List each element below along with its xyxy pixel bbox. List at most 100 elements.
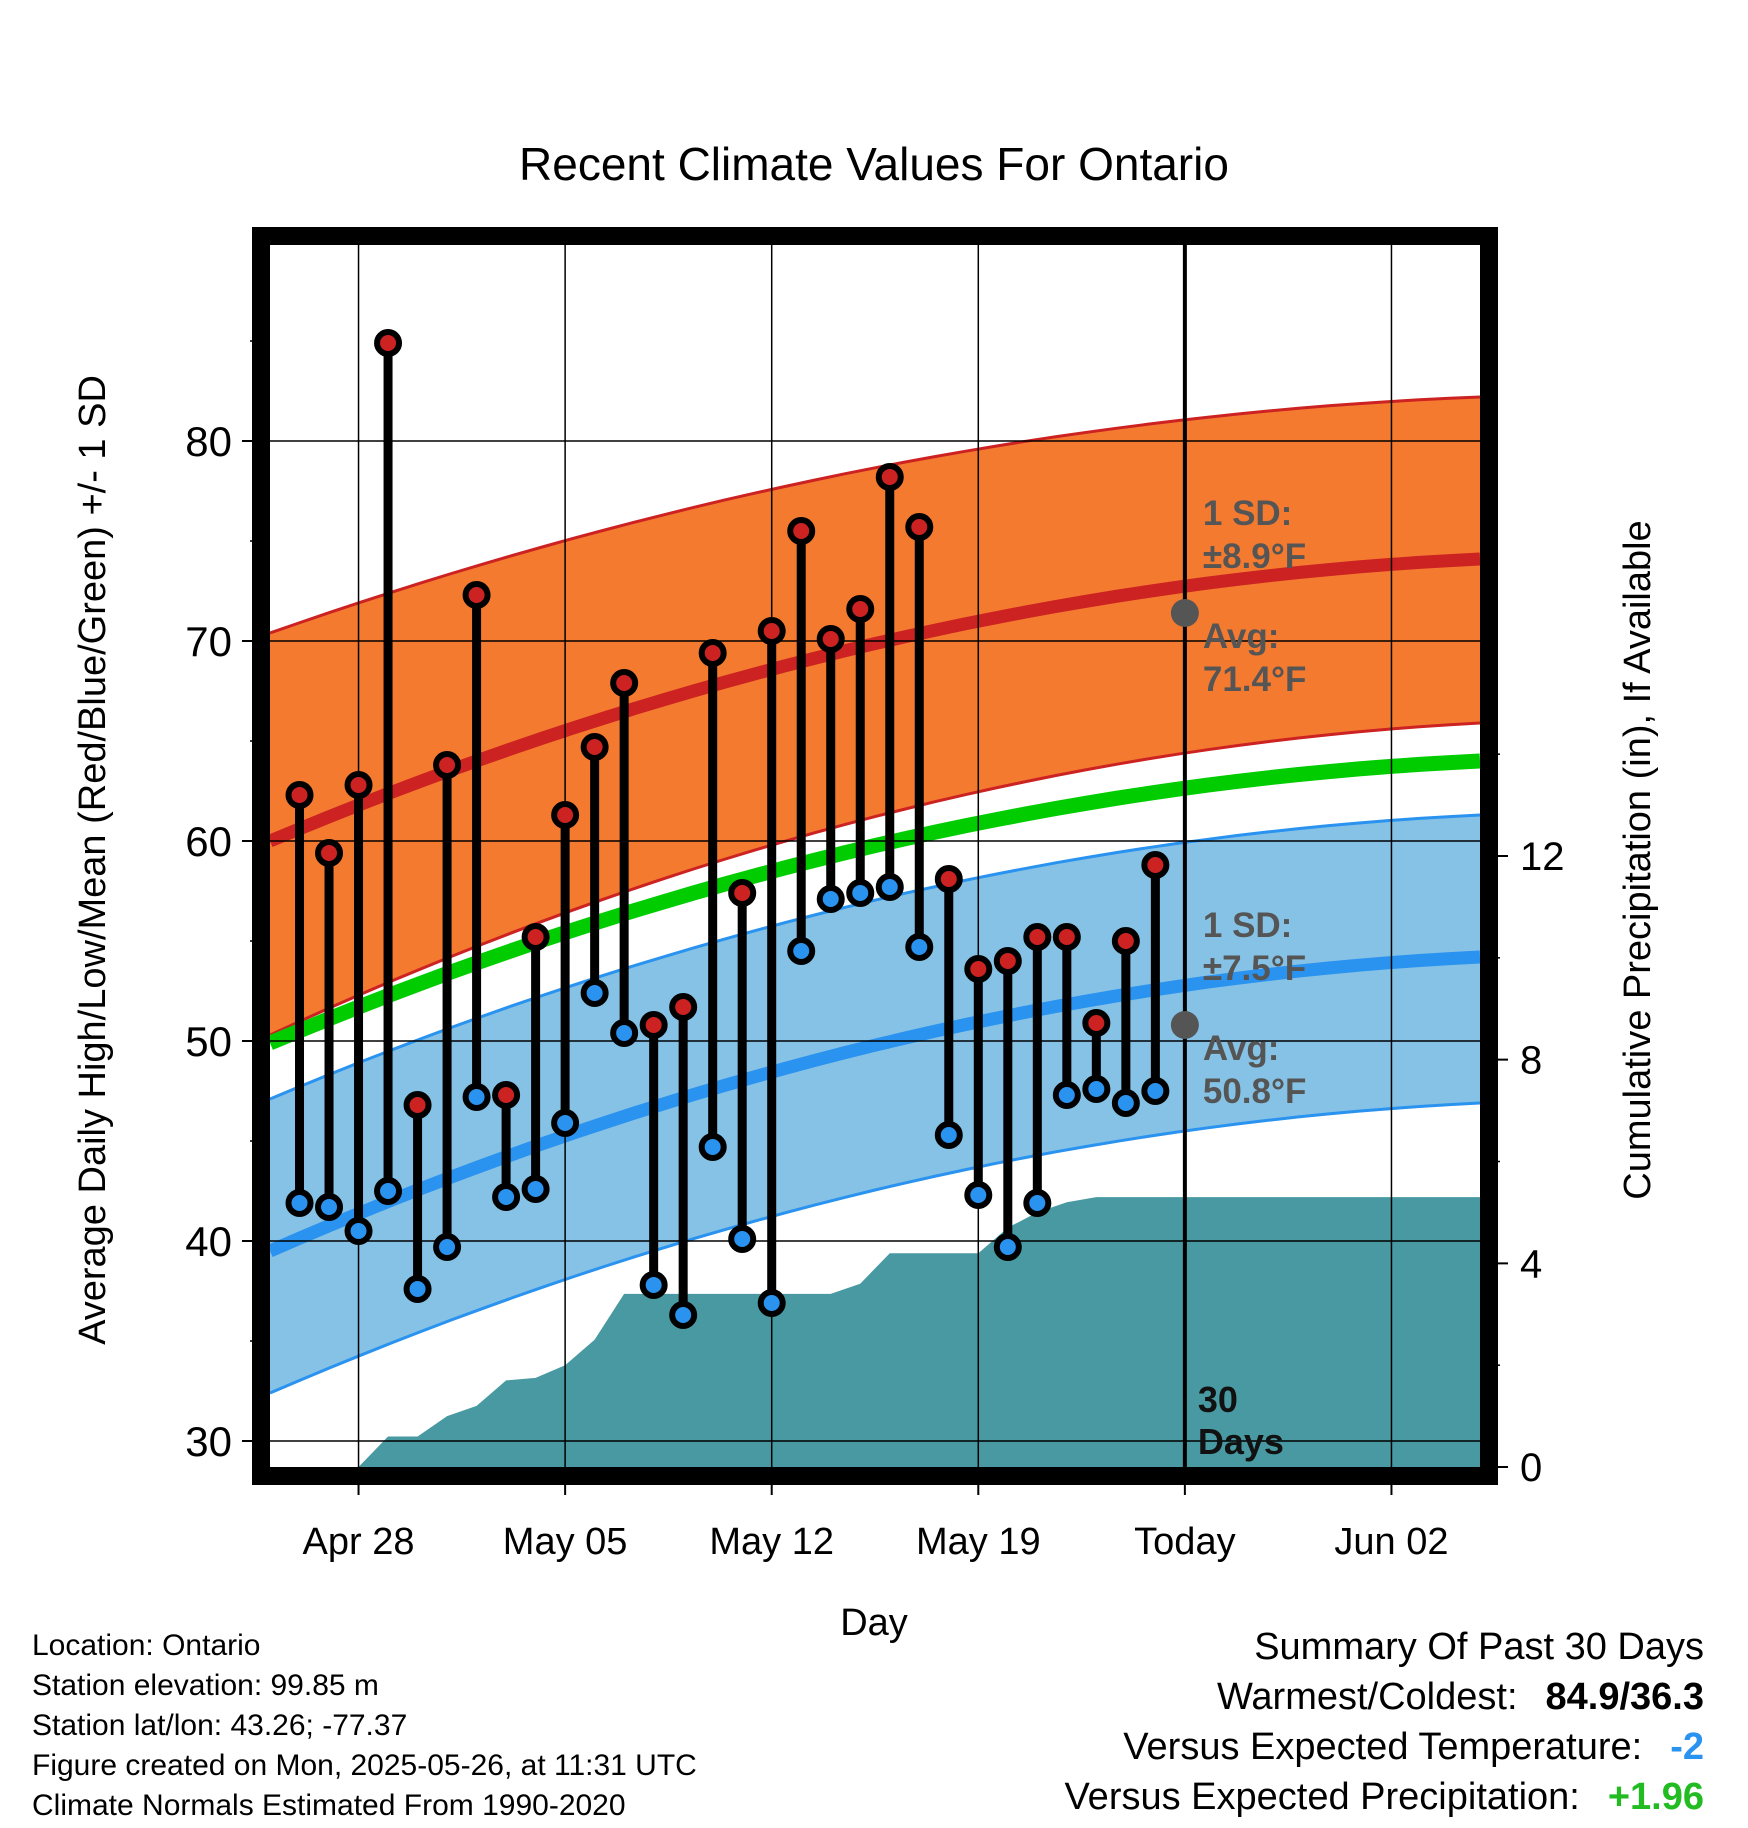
daily-low-point <box>315 1193 344 1221</box>
daily-low-point <box>403 1275 432 1303</box>
daily-low-point <box>285 1189 314 1217</box>
precip-area <box>358 1197 1480 1467</box>
y-tick-label: 40 <box>185 1218 232 1265</box>
daily-low-point <box>580 979 609 1007</box>
daily-high-point <box>492 1081 521 1109</box>
x-tick-label: May 12 <box>709 1521 834 1563</box>
x-tick-label: Today <box>1134 1521 1235 1563</box>
station-info: Location: Ontario Station elevation: 99.… <box>32 1626 697 1826</box>
daily-high-point <box>728 879 757 907</box>
daily-high-point <box>669 993 698 1021</box>
summary-heading: Summary Of Past 30 Days <box>1064 1622 1704 1672</box>
high-avg-value: 71.4°F <box>1203 660 1307 699</box>
daily-high-point <box>403 1091 432 1119</box>
daily-high-point <box>551 801 580 829</box>
plot-inner <box>270 245 1480 1467</box>
daily-high-point <box>580 733 609 761</box>
summary-warmest-row: Warmest/Coldest: 84.9/36.3 <box>1064 1672 1704 1722</box>
daily-low-point <box>1082 1075 1111 1103</box>
daily-high-point <box>1082 1009 1111 1037</box>
daily-low-point <box>1052 1081 1081 1109</box>
daily-high-point <box>905 513 934 541</box>
low-sd-band <box>270 815 1480 1393</box>
days-label: 30 <box>1198 1379 1238 1420</box>
daily-low-point <box>1141 1077 1170 1105</box>
daily-low-point <box>993 1233 1022 1261</box>
daily-high-point <box>433 751 462 779</box>
daily-low-point <box>344 1217 373 1245</box>
x-tick-label: Apr 28 <box>303 1521 415 1563</box>
x-tick-label: Jun 02 <box>1334 1521 1448 1563</box>
temp-diff-value: -2 <box>1670 1726 1704 1768</box>
daily-high-point <box>934 865 963 893</box>
mean-avg-line <box>270 753 1480 1050</box>
daily-high-point <box>462 581 491 609</box>
y-tick-label: 50 <box>185 1018 232 1065</box>
low-upper-line <box>270 813 1480 1101</box>
y2-tick-label: 12 <box>1520 835 1565 879</box>
low-sd-label: 1 SD: <box>1203 906 1292 945</box>
precip-diff-value: +1.96 <box>1607 1776 1704 1818</box>
low-lower-line <box>270 1101 1480 1395</box>
summary-panel: Summary Of Past 30 Days Warmest/Coldest:… <box>1064 1622 1704 1822</box>
daily-low-point <box>875 873 904 901</box>
low-avg-line <box>270 950 1480 1257</box>
plot-area: 1 SD: ±8.9°F Avg: 71.4°F 1 SD: ±7.5°F Avg: 50.8… <box>185 227 1565 1563</box>
y-tick-label: 80 <box>185 418 232 465</box>
y2-tick-label: 8 <box>1520 1039 1542 1083</box>
y-tick-label: 30 <box>185 1418 232 1465</box>
daily-low-point <box>521 1175 550 1203</box>
low-avg-value: 50.8°F <box>1203 1072 1307 1111</box>
daily-high-point <box>1023 923 1052 951</box>
high-sd-band <box>270 397 1480 1035</box>
normals-text: Climate Normals Estimated From 1990-2020 <box>32 1789 626 1822</box>
high-lower-line <box>270 721 1480 1037</box>
daily-high-point <box>344 771 373 799</box>
daily-high-point <box>964 955 993 983</box>
high-upper-line <box>270 395 1480 635</box>
summary-precip-row: Versus Expected Precipitation: +1.96 <box>1064 1772 1704 1822</box>
daily-low-point <box>787 937 816 965</box>
temp-diff-label: Versus Expected Temperature: <box>1123 1726 1643 1768</box>
high-sd-label: 1 SD: <box>1203 494 1292 533</box>
x-tick-label: May 05 <box>503 1521 628 1563</box>
daily-low-point <box>433 1233 462 1261</box>
daily-low-point <box>669 1301 698 1329</box>
daily-high-point <box>1111 927 1140 955</box>
daily-high-point <box>787 517 816 545</box>
y2-tick-label: 4 <box>1520 1242 1542 1286</box>
daily-high-point <box>285 781 314 809</box>
daily-low-point <box>374 1177 403 1205</box>
y-tick-label: 60 <box>185 818 232 865</box>
created-text: Figure created on Mon, 2025-05-26, at 11… <box>32 1749 697 1782</box>
low-avg-label: Avg: <box>1203 1029 1279 1068</box>
daily-high-point <box>374 329 403 357</box>
daily-low-point <box>816 885 845 913</box>
warmest-value: 84.9/36.3 <box>1545 1676 1704 1718</box>
warmest-label: Warmest/Coldest: <box>1216 1676 1518 1718</box>
daily-high-point <box>1052 923 1081 951</box>
daily-high-point <box>521 923 550 951</box>
days-label: Days <box>1198 1421 1284 1462</box>
daily-high-point <box>610 669 639 697</box>
daily-high-point <box>698 639 727 667</box>
daily-low-point <box>462 1083 491 1111</box>
low-sd-value: ±7.5°F <box>1203 949 1306 988</box>
daily-high-point <box>639 1011 668 1039</box>
y-tick-label: 70 <box>185 618 232 665</box>
daily-high-point <box>1141 851 1170 879</box>
high-sd-value: ±8.9°F <box>1203 537 1306 576</box>
daily-low-point <box>728 1225 757 1253</box>
y-axis-label: Average Daily High/Low/Mean (Red/Blue/Gr… <box>72 375 114 1345</box>
location-text: Location: Ontario <box>32 1629 261 1662</box>
daily-low-point <box>551 1109 580 1137</box>
daily-high-point <box>315 839 344 867</box>
high-avg-line <box>270 552 1480 848</box>
low-avg-marker <box>1170 1011 1199 1039</box>
daily-low-point <box>492 1183 521 1211</box>
high-avg-marker <box>1170 599 1199 627</box>
daily-low-point <box>698 1133 727 1161</box>
high-avg-label: Avg: <box>1203 617 1279 656</box>
daily-high-point <box>875 463 904 491</box>
